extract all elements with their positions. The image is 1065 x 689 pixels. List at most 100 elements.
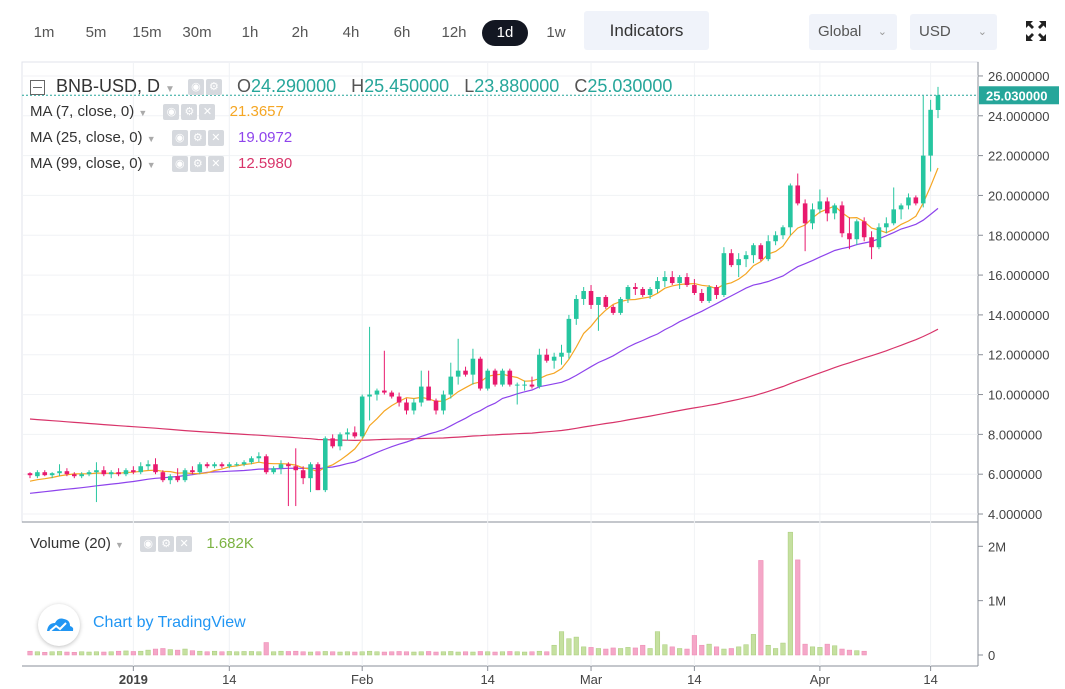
candle-body [153, 464, 158, 473]
volume-value: 1.682K [206, 535, 254, 552]
candle-body [108, 472, 114, 475]
price-tick-label: 18.000000 [988, 228, 1049, 243]
indicators-button[interactable]: Indicators [584, 11, 709, 50]
chevron-down-icon: ⌄ [977, 26, 987, 38]
candle-body [935, 95, 941, 111]
gear-icon[interactable]: ⚙ [205, 79, 222, 96]
region-select-value: Global [818, 23, 862, 40]
volume-bar [522, 651, 528, 656]
candle-body [603, 296, 609, 307]
candle-body [633, 287, 638, 290]
candle-body [507, 370, 513, 385]
timeframe-4h[interactable]: 4h [342, 24, 360, 41]
region-select[interactable]: Global ⌄ [809, 14, 897, 50]
chevron-down-icon[interactable]: ▼ [165, 84, 175, 95]
volume-bar [544, 651, 550, 656]
volume-bar [640, 644, 646, 656]
time-tick-label: Mar [580, 672, 603, 687]
candle-body [263, 456, 269, 473]
volume-bar [861, 650, 867, 656]
eye-icon[interactable]: ◉ [140, 536, 157, 553]
chevron-down-icon[interactable]: ▼ [138, 108, 148, 118]
timeframe-30m[interactable]: 30m [182, 24, 212, 41]
candle-body [854, 221, 860, 240]
candle-body [182, 470, 188, 481]
volume-bar [418, 651, 424, 656]
candle-body [906, 197, 911, 206]
candle-body [721, 253, 727, 295]
candle-body [116, 472, 121, 475]
volume-bar [197, 650, 203, 656]
ma25-label: MA (25, close, 0) [30, 129, 143, 146]
volume-bar [374, 651, 380, 656]
volume-bar [381, 651, 387, 656]
timeframe-1h[interactable]: 1h [241, 24, 259, 41]
tradingview-branding[interactable]: Chart by TradingView [93, 614, 246, 631]
candle-body [145, 464, 151, 467]
volume-bar [271, 651, 277, 656]
close-icon[interactable]: ✕ [199, 104, 216, 121]
volume-bar [787, 531, 793, 656]
timeframe-1w[interactable]: 1w [546, 24, 566, 41]
close-icon[interactable]: ✕ [207, 156, 224, 173]
candle-body [839, 205, 845, 234]
candle-body [898, 205, 904, 210]
close-icon[interactable]: ✕ [176, 536, 193, 553]
eye-icon[interactable]: ◉ [187, 79, 204, 96]
timeframe-2h[interactable]: 2h [291, 24, 309, 41]
symbol-legend: BNB-USD, D ▼ ◉ ⚙ O24.290000 H25.450000 L2… [30, 76, 672, 97]
volume-bar [234, 651, 240, 656]
candle-body [692, 285, 697, 293]
candle-body [928, 109, 933, 156]
volume-bar [108, 651, 114, 656]
chevron-down-icon[interactable]: ▼ [146, 134, 156, 144]
volume-bar [529, 651, 535, 656]
volume-bar [728, 648, 734, 656]
timeframe-6h[interactable]: 6h [393, 24, 411, 41]
close-value: 25.030000 [587, 76, 673, 96]
candle-body [729, 253, 734, 266]
price-tick-label: 24.000000 [988, 109, 1049, 124]
collapse-icon[interactable] [30, 79, 45, 95]
open-value: 24.290000 [251, 76, 337, 96]
eye-icon[interactable]: ◉ [171, 156, 188, 173]
candle-body [655, 281, 660, 290]
volume-bar [256, 651, 262, 656]
candle-body [345, 432, 350, 435]
timeframe-5m[interactable]: 5m [85, 24, 107, 41]
candle-body [802, 203, 808, 224]
gear-icon[interactable]: ⚙ [189, 130, 206, 147]
candle-body [869, 237, 874, 248]
volume-bar [71, 652, 77, 656]
eye-icon[interactable]: ◉ [171, 130, 188, 147]
gear-icon[interactable]: ⚙ [158, 536, 175, 553]
currency-select[interactable]: USD ⌄ [910, 14, 997, 50]
chevron-down-icon[interactable]: ▼ [146, 160, 156, 170]
candle-body [396, 396, 402, 403]
volume-bar [846, 649, 852, 656]
candle-body [847, 233, 852, 240]
last-price-badge [979, 86, 1059, 105]
timeframe-1m[interactable]: 1m [33, 24, 55, 41]
close-icon[interactable]: ✕ [207, 130, 224, 147]
candle-body [876, 227, 882, 248]
volume-bar [27, 650, 33, 656]
gear-icon[interactable]: ⚙ [189, 156, 206, 173]
timeframe-1d[interactable]: 1d [482, 20, 528, 46]
volume-bar [167, 649, 173, 656]
fullscreen-icon[interactable] [1024, 19, 1048, 43]
timeframe-15m[interactable]: 15m [132, 24, 162, 41]
timeframe-12h[interactable]: 12h [441, 24, 467, 41]
volume-bar [116, 650, 122, 656]
candle-body [249, 458, 254, 463]
candle-body [551, 356, 557, 361]
candle-body [810, 209, 815, 224]
eye-icon[interactable]: ◉ [163, 104, 180, 121]
gear-icon[interactable]: ⚙ [181, 104, 198, 121]
tradingview-logo-icon[interactable] [38, 604, 80, 646]
chevron-down-icon[interactable]: ▼ [115, 540, 124, 550]
candle-body [293, 466, 299, 471]
volume-bar [322, 651, 328, 656]
time-tick-label: 14 [687, 672, 701, 687]
candle-body [448, 376, 454, 395]
